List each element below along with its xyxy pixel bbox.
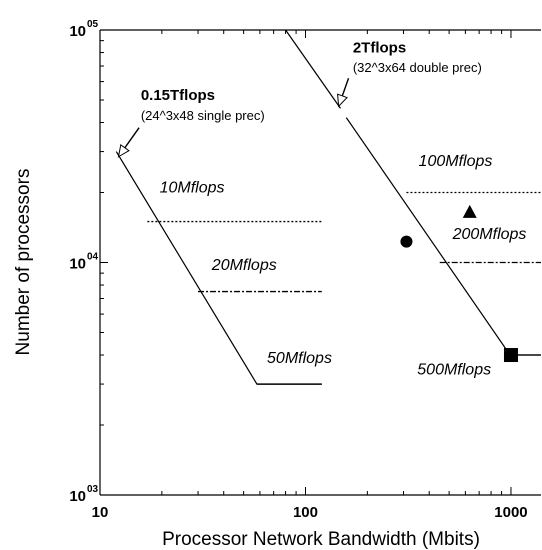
triangle-marker [462, 204, 477, 218]
square-marker [503, 348, 518, 363]
arrow-shaft [341, 78, 350, 97]
machine-description: (32^3x64 double prec) [353, 60, 482, 75]
y-tick-label: 10 [69, 256, 86, 273]
sustained-rate-lines [147, 191, 541, 385]
machine-description: (24^3x48 single prec) [141, 108, 265, 123]
x-tick-label: 1000 [494, 504, 527, 521]
y-tick-label: 10 [69, 23, 86, 40]
y-tick-exponent: 03 [87, 484, 99, 495]
arrow-head-icon [337, 93, 348, 108]
circle-marker [400, 235, 413, 248]
machine-curves [115, 29, 541, 385]
x-tick-label: 100 [293, 504, 318, 521]
rate-label: 10Mflops [160, 180, 225, 197]
x-axis-title: Processor Network Bandwidth (Mbits) [162, 529, 480, 550]
rate-label: 500Mflops [417, 361, 491, 378]
data-markers [400, 204, 518, 363]
y-tick-label: 10 [69, 488, 86, 505]
arrow-head-icon [117, 144, 130, 158]
machine-curve-2Tflops [285, 29, 341, 109]
rate-label: 200Mflops [452, 226, 527, 243]
arrow-shaft [124, 127, 140, 149]
y-axis-title: Number of processors [13, 169, 34, 356]
machine-label: 0.15Tflops [141, 87, 215, 104]
machine-label: 2Tflops [353, 40, 406, 57]
rate-label: 20Mflops [211, 257, 277, 274]
x-tick-label: 10 [92, 504, 109, 521]
rate-label: 50Mflops [267, 350, 332, 367]
annotations: 0.15Tflops (24^3x48 single prec) 2Tflops (3… [141, 40, 527, 379]
y-tick-exponent: 04 [87, 252, 99, 263]
y-tick-exponent: 05 [87, 19, 99, 30]
rate-label: 100Mflops [419, 153, 493, 170]
